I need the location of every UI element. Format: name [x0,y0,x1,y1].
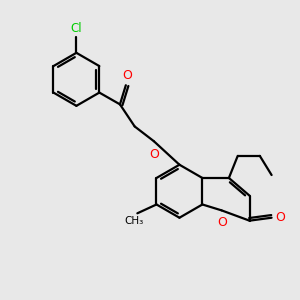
Text: CH₃: CH₃ [125,216,144,226]
Text: O: O [275,211,285,224]
Text: Cl: Cl [70,22,82,34]
Text: O: O [122,69,132,82]
Text: O: O [149,148,159,160]
Text: O: O [217,216,227,229]
